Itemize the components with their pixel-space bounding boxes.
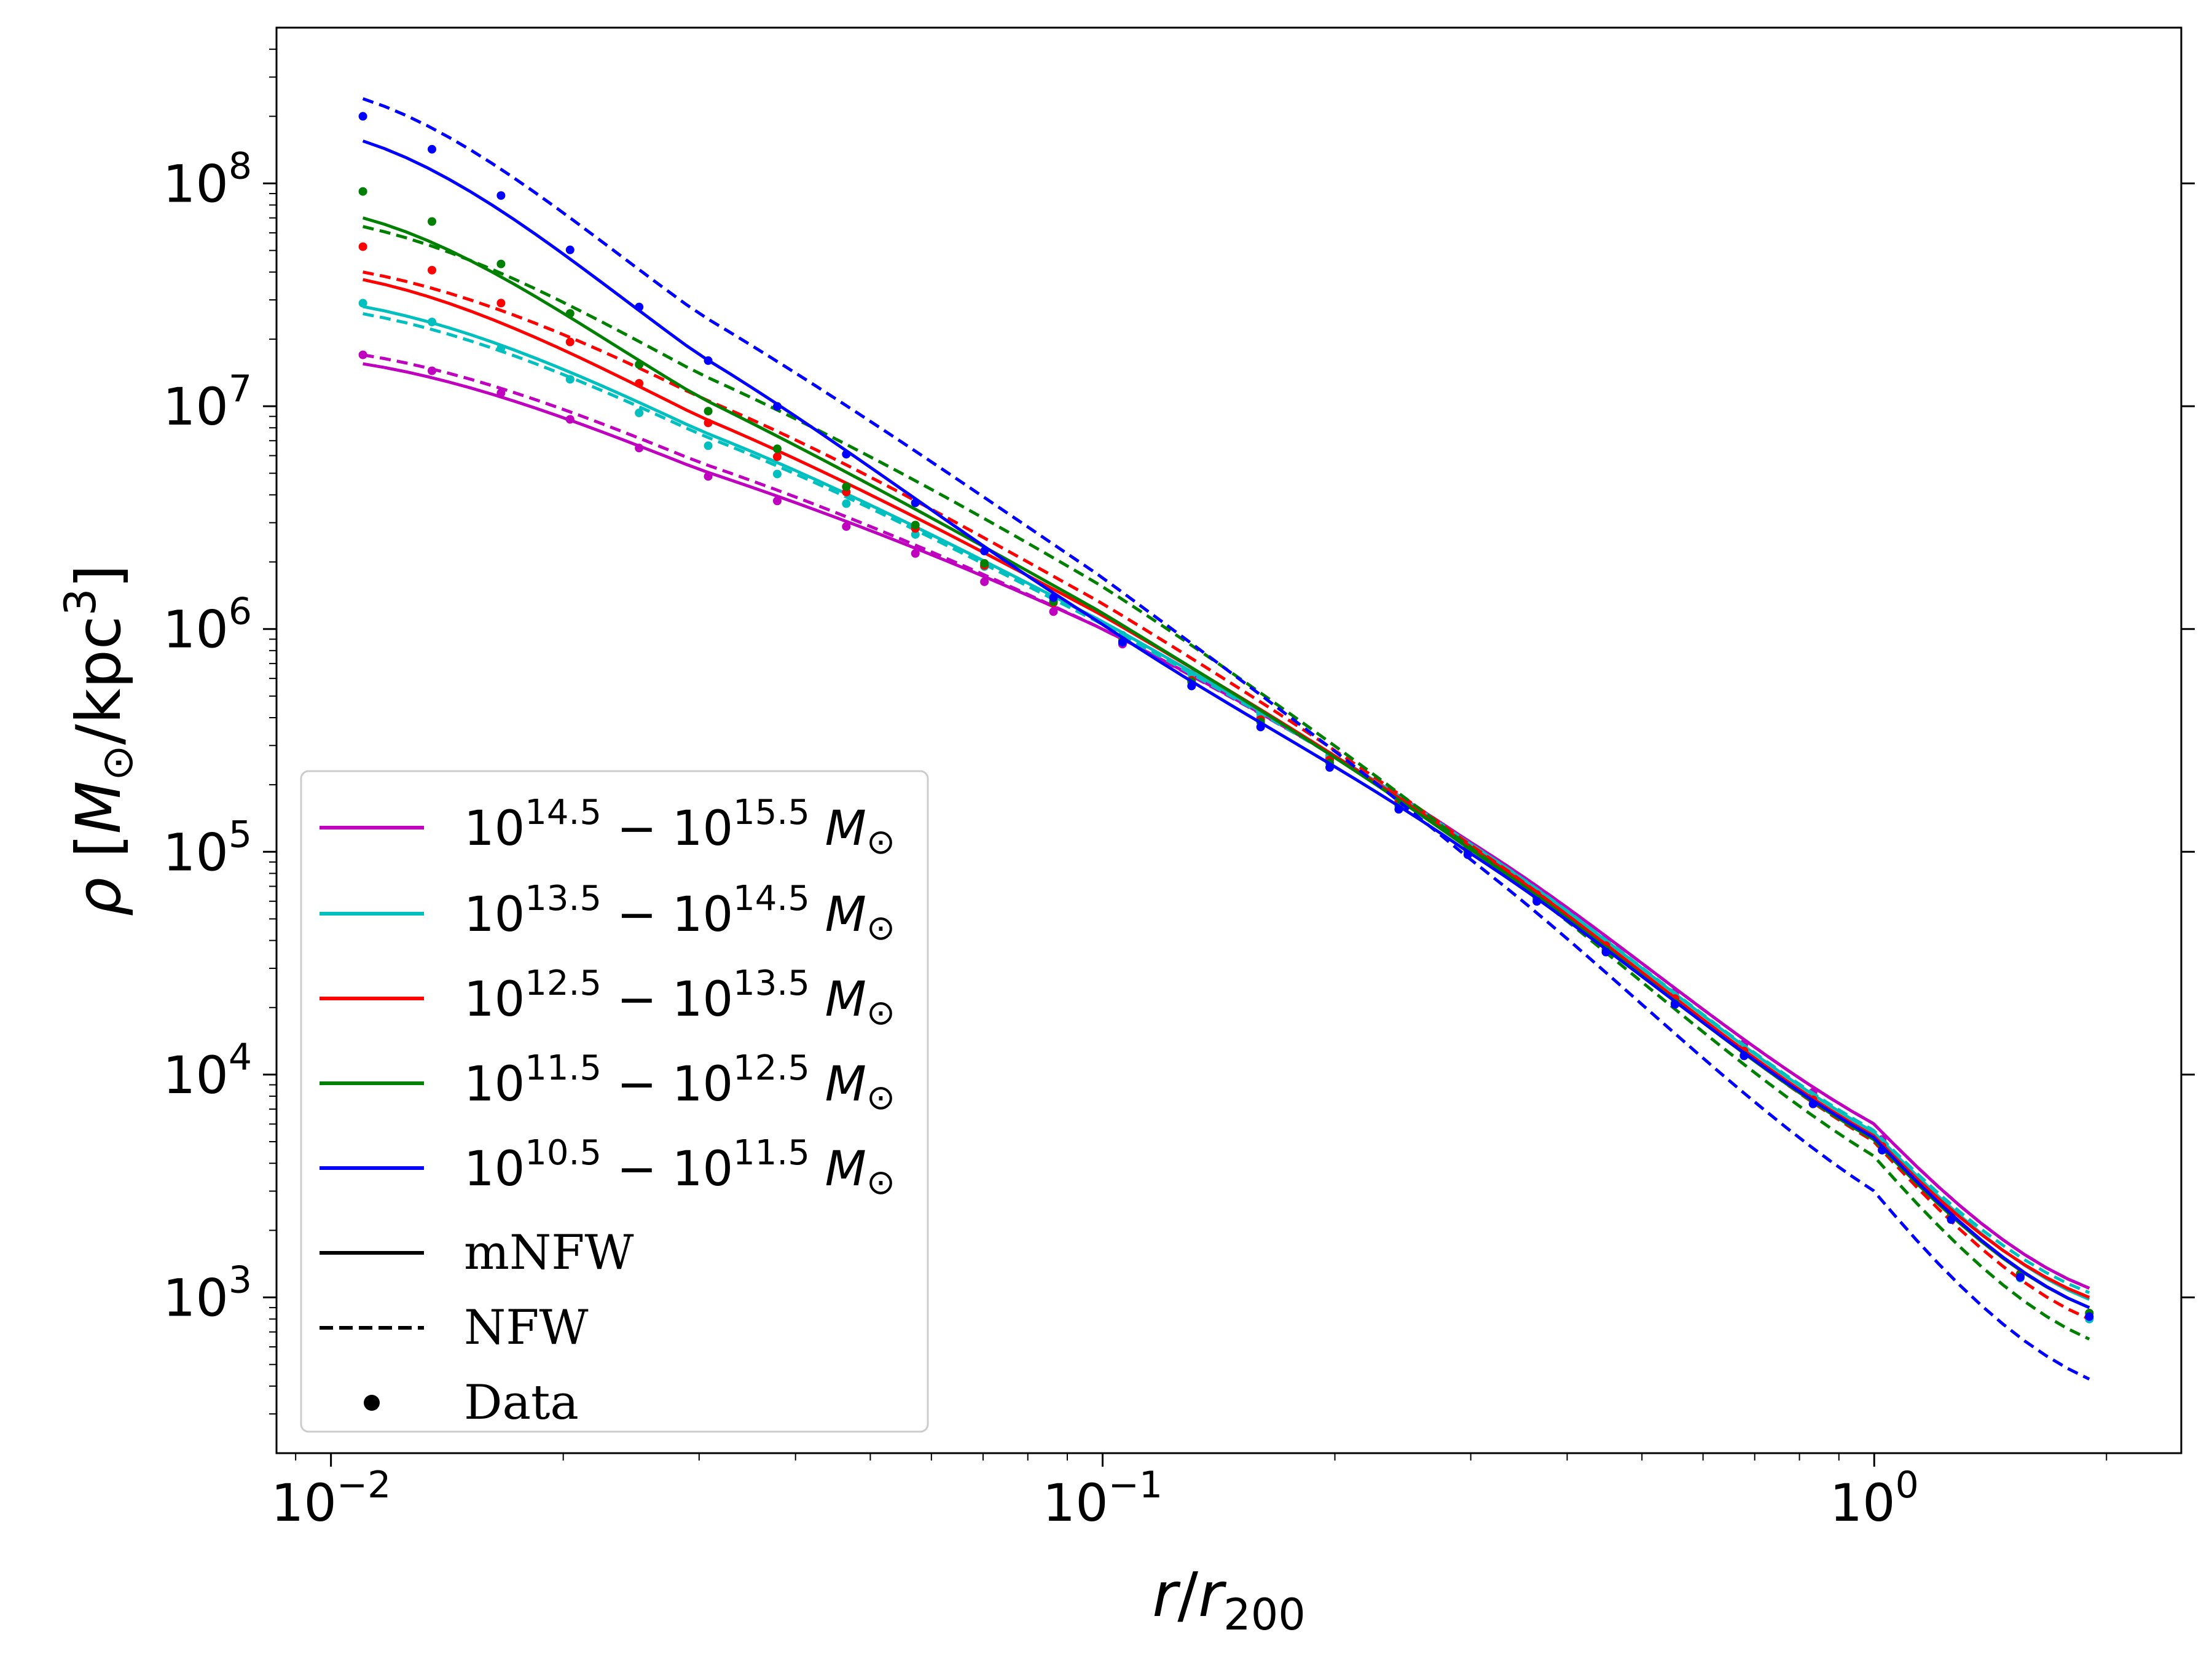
data-point-4-10 (1049, 593, 1058, 602)
data-point-2-2 (496, 299, 506, 308)
data-point-0-3 (565, 415, 575, 424)
data-point-4-11 (1118, 638, 1127, 647)
data-point-0-10 (1049, 607, 1058, 616)
y-tick-label-1: 104 (163, 1036, 252, 1105)
y-tick-label-5: 108 (163, 144, 252, 214)
data-point-0-4 (635, 444, 644, 453)
data-point-3-6 (772, 444, 782, 453)
x-tick-label-2: 100 (1830, 1464, 1919, 1533)
data-point-4-23 (1947, 1215, 1956, 1224)
data-point-2-6 (772, 452, 782, 461)
data-point-4-22 (1878, 1145, 1887, 1155)
data-point-1-7 (842, 499, 851, 508)
data-point-4-17 (1532, 897, 1542, 906)
data-point-0-6 (772, 496, 782, 506)
legend-label-4: 1010.5 − 1011.5 M⊙ (464, 1133, 895, 1202)
data-point-4-25 (2085, 1312, 2094, 1321)
data-point-3-2 (496, 259, 506, 269)
data-point-4-21 (1808, 1099, 1818, 1108)
data-point-3-0 (358, 187, 367, 196)
legend-label-1: 1013.5 − 1014.5 M⊙ (464, 879, 895, 948)
axis-ticks: 10−2 10−1 100 103 104 105 106 107 108 (163, 49, 2195, 1533)
data-point-1-6 (772, 469, 782, 479)
data-point-2-5 (704, 418, 713, 428)
legend-label-3: 1011.5 − 1012.5 M⊙ (464, 1048, 895, 1118)
x-axis-label: r/r200 (1152, 1559, 1306, 1640)
data-point-4-20 (1739, 1051, 1749, 1061)
data-point-2-4 (635, 378, 644, 388)
data-point-2-1 (428, 265, 437, 275)
data-point-1-3 (565, 375, 575, 384)
data-point-0-8 (911, 549, 920, 558)
y-tick-label-4: 107 (163, 367, 252, 437)
data-point-4-3 (565, 245, 575, 254)
data-point-1-1 (428, 318, 437, 327)
legend-label-0: 1014.5 − 1015.5 M⊙ (464, 793, 895, 862)
data-point-3-8 (911, 520, 920, 530)
data-point-1-5 (704, 441, 713, 450)
data-point-4-2 (496, 191, 506, 200)
data-point-4-7 (842, 450, 851, 459)
mnfw-line-4 (362, 139, 2090, 1309)
x-tick-label-0: 10−2 (271, 1464, 391, 1533)
data-point-3-4 (635, 360, 644, 369)
data-point-1-0 (358, 299, 367, 308)
nfw-line-1 (363, 312, 2090, 1295)
legend-label-5: mNFW (464, 1225, 634, 1281)
data-point-0-9 (980, 577, 989, 586)
data-point-4-18 (1601, 947, 1610, 957)
data-point-4-13 (1256, 723, 1265, 732)
legend-box (300, 770, 929, 1433)
y-tick-label-2: 105 (163, 813, 252, 882)
axis-labels: r/r200 ρ [M⊙/kpc3] (55, 565, 1306, 1640)
data-point-4-24 (2015, 1273, 2025, 1282)
data-point-4-5 (704, 356, 713, 365)
data-point-3-5 (704, 407, 713, 416)
data-point-4-15 (1394, 805, 1403, 814)
data-point-4-1 (428, 144, 437, 154)
data-point-1-2 (496, 343, 506, 353)
plot-frame (275, 26, 2183, 1454)
legend-label-6: NFW (464, 1300, 589, 1355)
nfw-line-4 (362, 97, 2090, 1381)
y-tick-label-0: 103 (163, 1259, 252, 1328)
y-axis-label: ρ [M⊙/kpc3] (55, 565, 143, 917)
data-point-3-1 (428, 217, 437, 226)
series-4 (358, 97, 2094, 1381)
data-point-4-4 (635, 302, 644, 312)
series-layer (358, 97, 2094, 1381)
legend-handle-7 (364, 1395, 380, 1411)
data-point-0-7 (842, 522, 851, 531)
x-tick-label-1: 10−1 (1043, 1464, 1163, 1533)
data-point-0-1 (428, 366, 437, 375)
data-point-4-8 (911, 498, 920, 508)
data-point-2-0 (358, 242, 367, 251)
legend-label-7: Data (464, 1375, 579, 1430)
data-point-1-12 (1187, 669, 1196, 678)
data-point-0-5 (704, 472, 713, 481)
data-point-3-7 (842, 482, 851, 492)
data-point-4-0 (358, 112, 367, 121)
data-point-3-3 (565, 309, 575, 318)
data-point-2-3 (565, 337, 575, 347)
data-point-3-9 (980, 559, 989, 568)
y-tick-label-3: 106 (163, 590, 252, 660)
data-point-4-12 (1187, 681, 1196, 691)
data-point-1-4 (635, 408, 644, 417)
data-point-4-14 (1325, 763, 1335, 772)
data-point-4-6 (772, 402, 782, 411)
legend-label-2: 1012.5 − 1013.5 M⊙ (464, 963, 895, 1033)
data-point-4-16 (1463, 850, 1472, 860)
data-point-0-0 (358, 350, 367, 359)
legend: 1014.5 − 1015.5 M⊙ 1013.5 − 1014.5 M⊙ 1012… (300, 770, 929, 1433)
data-point-1-8 (911, 530, 920, 539)
data-point-0-2 (496, 388, 506, 398)
data-point-4-9 (980, 546, 989, 555)
data-point-4-19 (1670, 1000, 1679, 1009)
